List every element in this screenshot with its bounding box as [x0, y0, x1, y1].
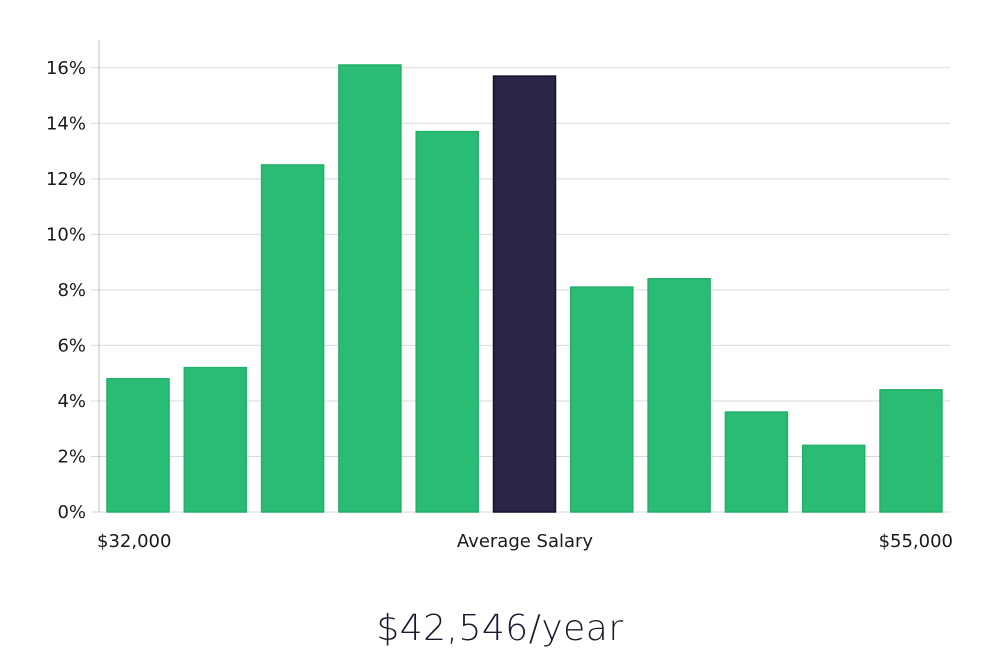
bar [183, 366, 248, 513]
average-salary-value: $42,546/year [376, 608, 624, 649]
x-start-label: $32,000 [97, 531, 171, 552]
y-tick-label: 6% [57, 335, 86, 356]
y-tick-label: 12% [46, 169, 86, 190]
bar [647, 278, 711, 513]
y-tick-label: 14% [46, 113, 86, 134]
y-tick-label: 16% [46, 58, 86, 79]
bar-average-salary [492, 75, 557, 513]
bar [260, 164, 325, 513]
bar [106, 377, 170, 513]
bar [801, 444, 866, 513]
bar [724, 411, 789, 513]
bars [106, 64, 943, 513]
y-tick-label: 0% [57, 502, 86, 523]
bar [415, 130, 479, 513]
bar [570, 286, 634, 513]
y-axis-ticks: 0% 2% 4% 6% 8% 10% 12% 14% 16% [46, 58, 86, 523]
bar [879, 389, 943, 513]
y-tick-label: 2% [57, 446, 86, 467]
salary-histogram: 0% 2% 4% 6% 8% 10% 12% 14% 16% $32,000 Average S… [46, 40, 953, 552]
y-tick-label: 8% [57, 280, 86, 301]
bar [338, 64, 402, 513]
y-tick-label: 4% [57, 391, 86, 412]
x-axis-label: Average Salary [457, 531, 594, 552]
x-end-label: $55,000 [879, 531, 953, 552]
y-tick-label: 10% [46, 224, 86, 245]
